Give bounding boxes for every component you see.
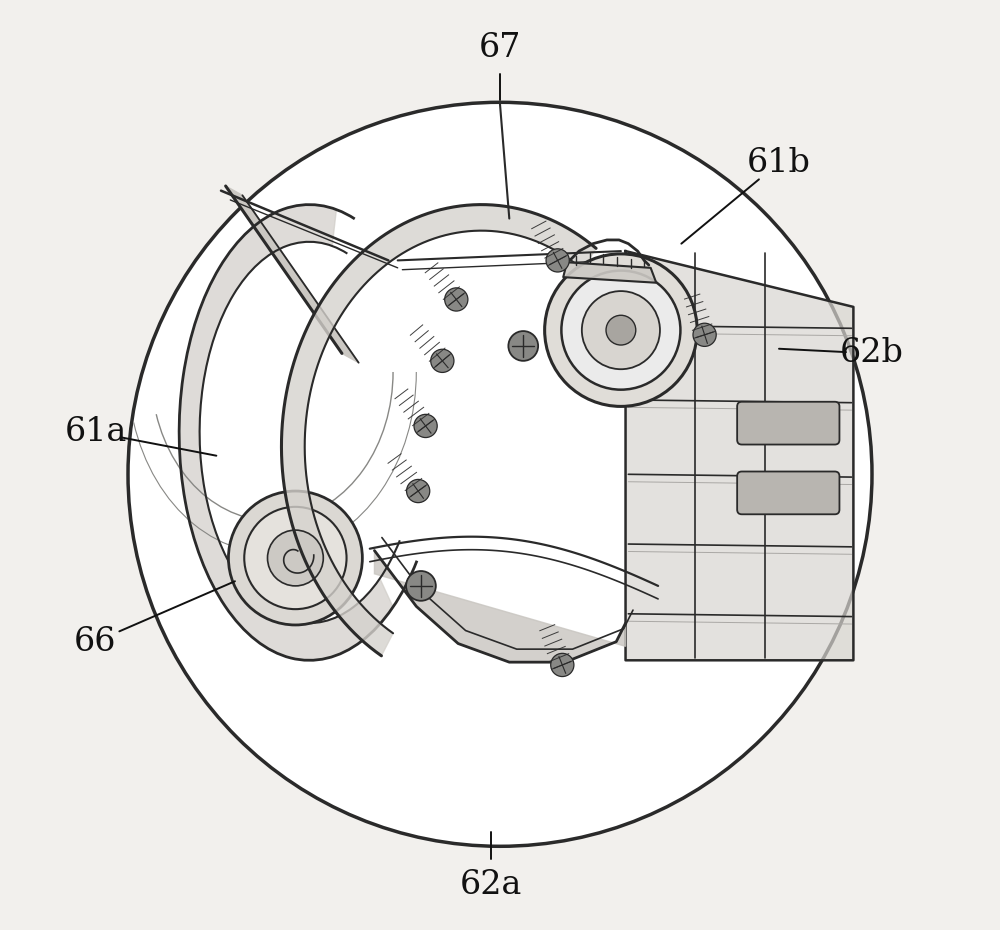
Polygon shape [226, 186, 359, 363]
Circle shape [561, 271, 680, 390]
Polygon shape [563, 262, 656, 283]
Circle shape [508, 331, 538, 361]
Circle shape [551, 654, 574, 676]
Text: 62a: 62a [460, 870, 522, 901]
Circle shape [545, 254, 697, 406]
FancyBboxPatch shape [737, 472, 839, 514]
Circle shape [407, 480, 430, 502]
Polygon shape [128, 102, 500, 713]
Circle shape [693, 324, 716, 346]
Circle shape [431, 350, 454, 372]
Circle shape [131, 105, 869, 844]
Circle shape [268, 530, 323, 586]
Circle shape [228, 491, 362, 625]
Circle shape [546, 249, 569, 272]
Circle shape [445, 288, 468, 311]
Circle shape [582, 291, 660, 369]
Circle shape [406, 571, 436, 601]
Text: 61b: 61b [747, 147, 811, 179]
Text: 66: 66 [74, 626, 117, 658]
Polygon shape [179, 205, 393, 660]
Polygon shape [374, 551, 626, 662]
Circle shape [128, 102, 872, 846]
Polygon shape [626, 251, 853, 660]
Polygon shape [281, 205, 596, 656]
Circle shape [606, 315, 636, 345]
FancyBboxPatch shape [737, 402, 839, 445]
Text: 61a: 61a [64, 417, 127, 448]
Circle shape [244, 507, 347, 609]
Text: 67: 67 [479, 33, 521, 64]
Text: 62b: 62b [840, 338, 904, 369]
Circle shape [414, 415, 437, 437]
